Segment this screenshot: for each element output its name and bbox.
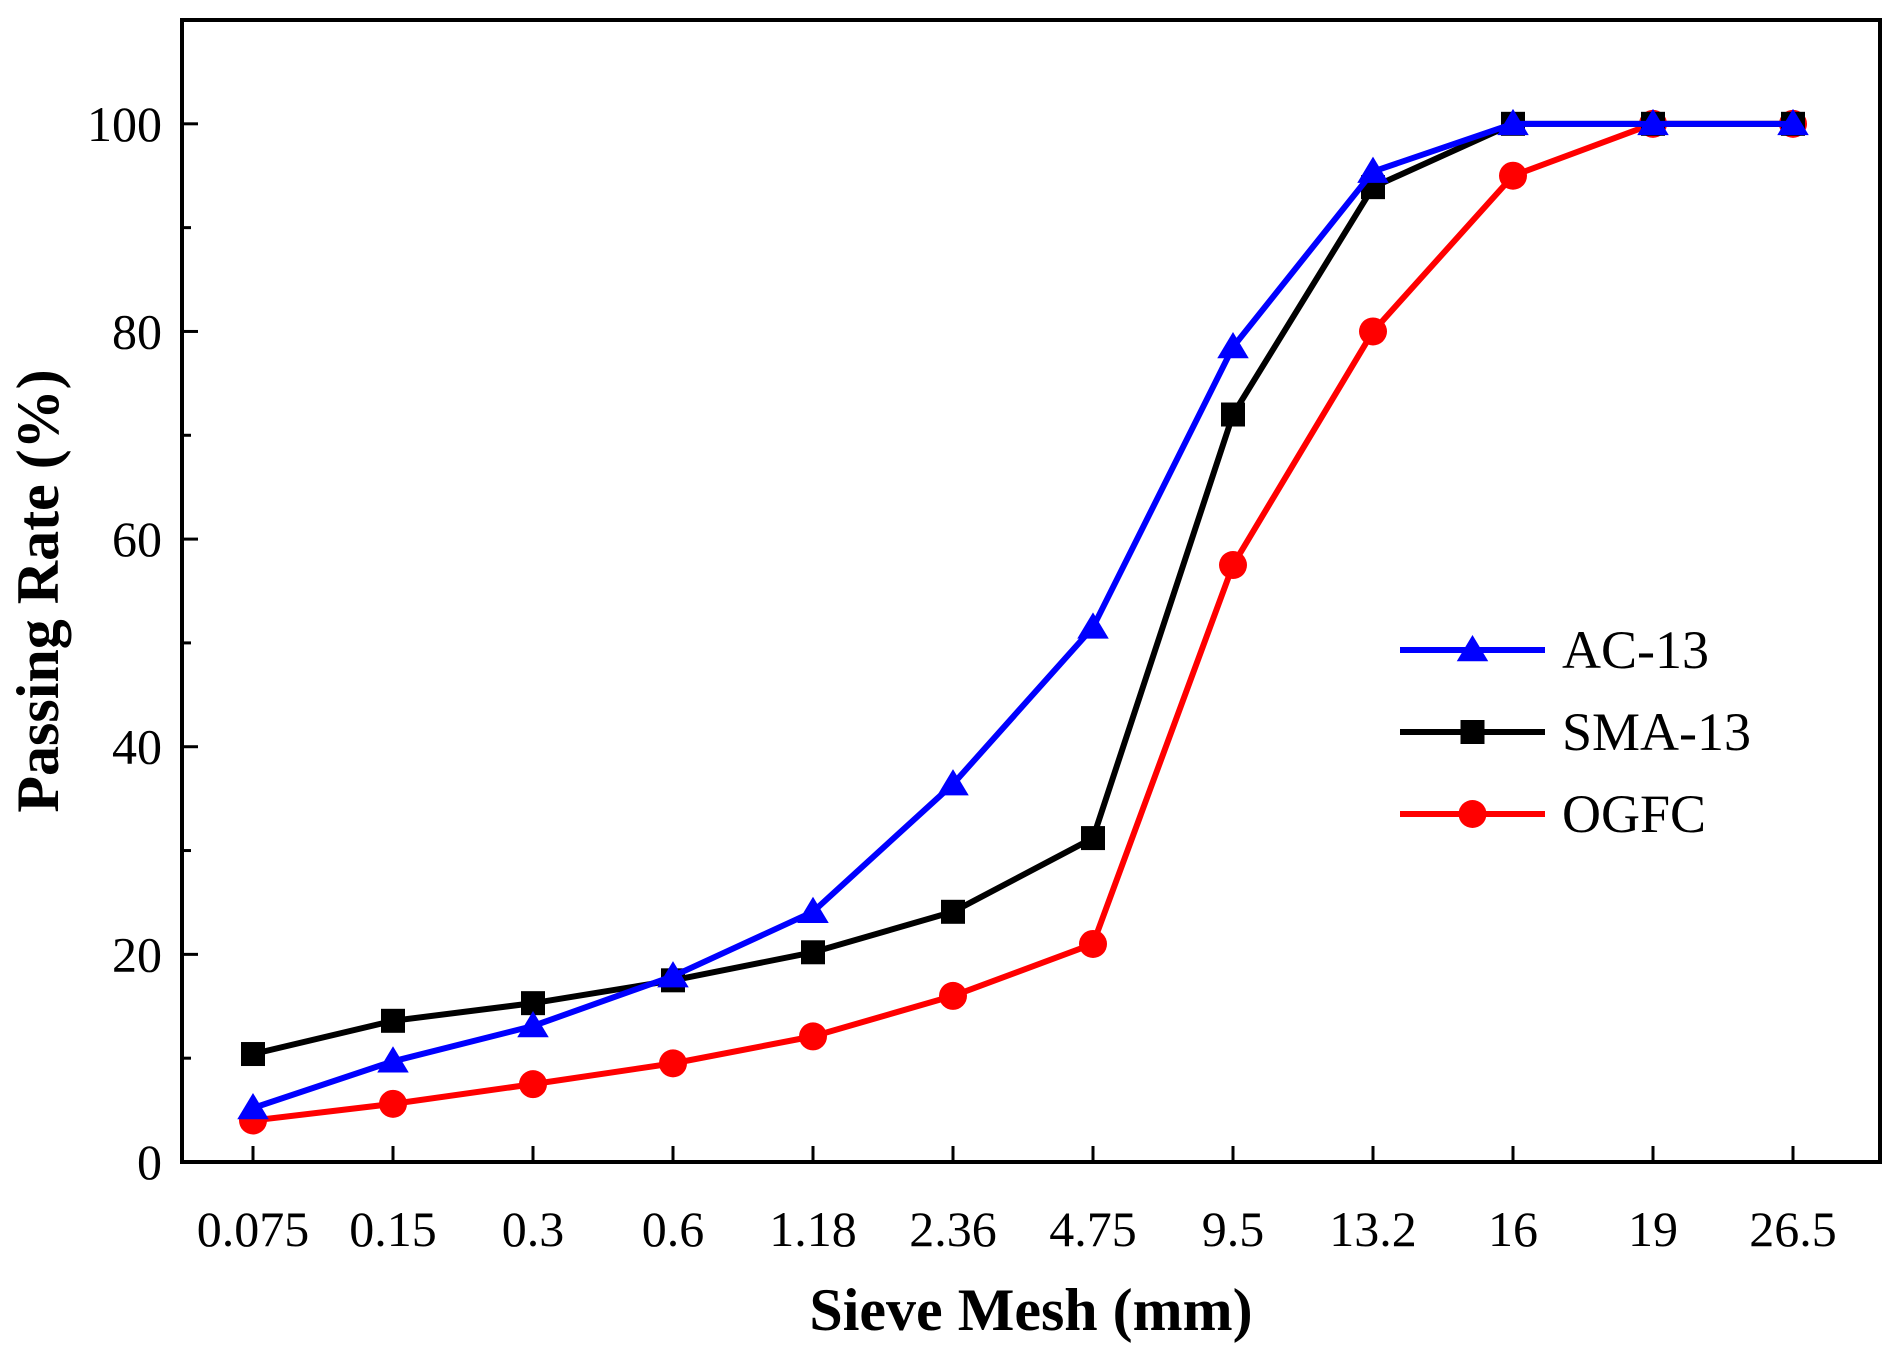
data-point-ogfc bbox=[1219, 551, 1247, 580]
data-point-ac-13 bbox=[1077, 612, 1109, 639]
data-point-ac-13 bbox=[237, 1093, 269, 1120]
data-point-ac-13 bbox=[937, 769, 969, 796]
series-line-ogfc bbox=[252, 120, 1793, 1124]
data-point-ogfc bbox=[799, 1022, 827, 1051]
x-tick-label: 9.5 bbox=[1202, 1201, 1265, 1257]
data-point-ac-13 bbox=[517, 1010, 549, 1038]
data-point-ogfc bbox=[1359, 317, 1387, 346]
x-tick-label: 0.15 bbox=[349, 1201, 437, 1257]
series-line-ac-13 bbox=[252, 120, 1793, 1111]
data-point-ogfc bbox=[939, 981, 967, 1010]
x-tick-label: 26.5 bbox=[1749, 1201, 1837, 1257]
tick-labels: 0 20 40 60 80 100 0.075 0.15 0.3 0.6 1.18 2.36 4.75 9… bbox=[87, 96, 1837, 1257]
data-point-ac-13 bbox=[1357, 156, 1389, 183]
y-tick-label: 20 bbox=[112, 926, 162, 982]
data-point-sma-13 bbox=[941, 899, 965, 924]
data-point-sma-13 bbox=[801, 940, 825, 965]
x-tick-label: 16 bbox=[1488, 1201, 1538, 1257]
x-tick-label: 4.75 bbox=[1049, 1201, 1137, 1257]
x-tick-label: 1.18 bbox=[769, 1201, 857, 1257]
data-point-ogfc bbox=[1079, 929, 1107, 958]
y-tick-label: 80 bbox=[112, 303, 162, 359]
legend-entry-ac-13: AC-13 bbox=[1400, 620, 1709, 680]
data-point-ac-13 bbox=[657, 961, 689, 988]
legend-entry-ogfc: OGFC bbox=[1400, 784, 1706, 844]
data-point-ogfc bbox=[519, 1070, 547, 1099]
data-point-ac-13 bbox=[377, 1046, 409, 1073]
y-tick-label: 40 bbox=[112, 719, 162, 775]
data-point-sma-13 bbox=[381, 1008, 405, 1033]
y-axis-title: Passing Rate (%) bbox=[5, 369, 71, 812]
legend-entry-sma-13: SMA-13 bbox=[1400, 702, 1751, 762]
legend-label-sma-13: SMA-13 bbox=[1562, 702, 1751, 762]
legend-marker-ogfc bbox=[1458, 800, 1487, 828]
tick-marks bbox=[182, 18, 1795, 1164]
series-ac-13 bbox=[237, 108, 1809, 1120]
data-point-ogfc bbox=[379, 1089, 407, 1118]
x-tick-label: 0.3 bbox=[502, 1201, 565, 1257]
y-tick-label: 60 bbox=[112, 511, 162, 567]
data-point-ac-13 bbox=[797, 896, 829, 924]
plot-frame bbox=[180, 18, 1882, 1164]
x-tick-label: 0.6 bbox=[642, 1201, 705, 1257]
data-point-sma-13 bbox=[1221, 402, 1245, 427]
x-tick-label: 19 bbox=[1628, 1201, 1678, 1257]
legend-marker-ac-13 bbox=[1456, 635, 1489, 662]
y-tick-label: 100 bbox=[87, 96, 162, 152]
data-point-ogfc bbox=[659, 1049, 687, 1078]
data-point-ogfc bbox=[1499, 161, 1527, 190]
x-tick-label: 0.075 bbox=[197, 1201, 310, 1257]
data-point-ac-13 bbox=[1777, 108, 1809, 136]
legend: AC-13 SMA-13 OGFC bbox=[1400, 620, 1751, 844]
x-tick-label: 13.2 bbox=[1329, 1201, 1417, 1257]
data-point-sma-13 bbox=[1081, 826, 1105, 851]
legend-marker-sma-13 bbox=[1460, 720, 1485, 744]
data-point-sma-13 bbox=[241, 1042, 265, 1067]
series-layer bbox=[237, 108, 1809, 1135]
data-point-ac-13 bbox=[1217, 332, 1249, 359]
legend-label-ac-13: AC-13 bbox=[1562, 620, 1709, 680]
data-point-ac-13 bbox=[1497, 108, 1529, 136]
x-tick-label: 2.36 bbox=[909, 1201, 997, 1257]
data-point-ac-13 bbox=[1637, 108, 1669, 136]
legend-label-ogfc: OGFC bbox=[1562, 784, 1706, 844]
y-tick-label: 0 bbox=[137, 1134, 162, 1190]
x-axis-title: Sieve Mesh (mm) bbox=[809, 1277, 1252, 1343]
